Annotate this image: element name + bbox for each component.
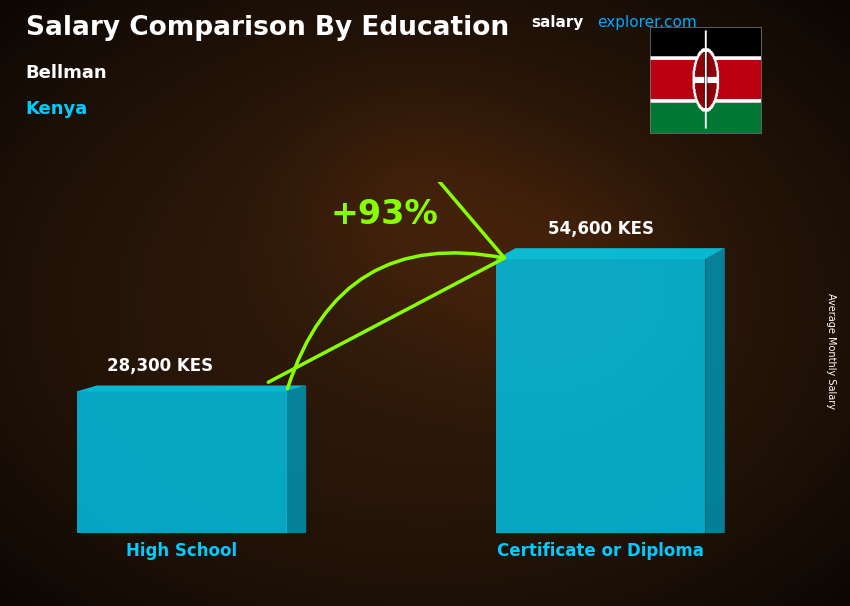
Text: Average Monthly Salary: Average Monthly Salary [826,293,836,410]
Polygon shape [706,248,725,533]
Polygon shape [77,385,306,391]
Text: 54,600 KES: 54,600 KES [547,219,654,238]
Polygon shape [496,248,725,259]
FancyArrowPatch shape [269,55,504,388]
Text: +93%: +93% [331,198,439,231]
Text: Salary Comparison By Education: Salary Comparison By Education [26,15,508,41]
Text: 28,300 KES: 28,300 KES [106,357,212,375]
Text: explorer.com: explorer.com [597,15,696,30]
Polygon shape [77,391,286,533]
Text: High School: High School [127,542,238,561]
Text: salary: salary [531,15,584,30]
Text: Certificate or Diploma: Certificate or Diploma [497,542,704,561]
Polygon shape [286,385,306,533]
Text: Bellman: Bellman [26,64,107,82]
Text: Kenya: Kenya [26,100,88,118]
Polygon shape [496,259,706,533]
